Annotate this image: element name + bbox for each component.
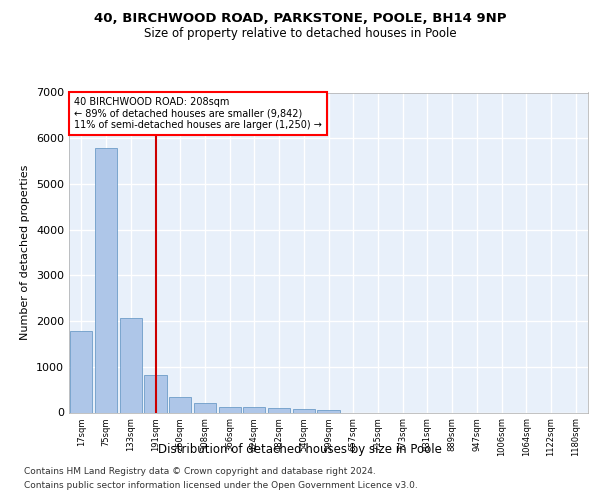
Text: Contains HM Land Registry data © Crown copyright and database right 2024.: Contains HM Land Registry data © Crown c… xyxy=(24,468,376,476)
Bar xyxy=(317,410,340,412)
Y-axis label: Number of detached properties: Number of detached properties xyxy=(20,165,31,340)
Bar xyxy=(293,409,315,412)
Bar xyxy=(145,375,167,412)
Bar xyxy=(169,397,191,412)
Bar xyxy=(218,407,241,412)
Bar xyxy=(194,404,216,412)
Text: 40, BIRCHWOOD ROAD, PARKSTONE, POOLE, BH14 9NP: 40, BIRCHWOOD ROAD, PARKSTONE, POOLE, BH… xyxy=(94,12,506,26)
Bar xyxy=(70,331,92,412)
Text: Distribution of detached houses by size in Poole: Distribution of detached houses by size … xyxy=(158,442,442,456)
Bar xyxy=(268,408,290,412)
Text: Contains public sector information licensed under the Open Government Licence v3: Contains public sector information licen… xyxy=(24,481,418,490)
Bar xyxy=(119,318,142,412)
Text: Size of property relative to detached houses in Poole: Size of property relative to detached ho… xyxy=(143,28,457,40)
Text: 40 BIRCHWOOD ROAD: 208sqm
← 89% of detached houses are smaller (9,842)
11% of se: 40 BIRCHWOOD ROAD: 208sqm ← 89% of detac… xyxy=(74,98,322,130)
Bar xyxy=(243,408,265,412)
Bar xyxy=(95,148,117,412)
